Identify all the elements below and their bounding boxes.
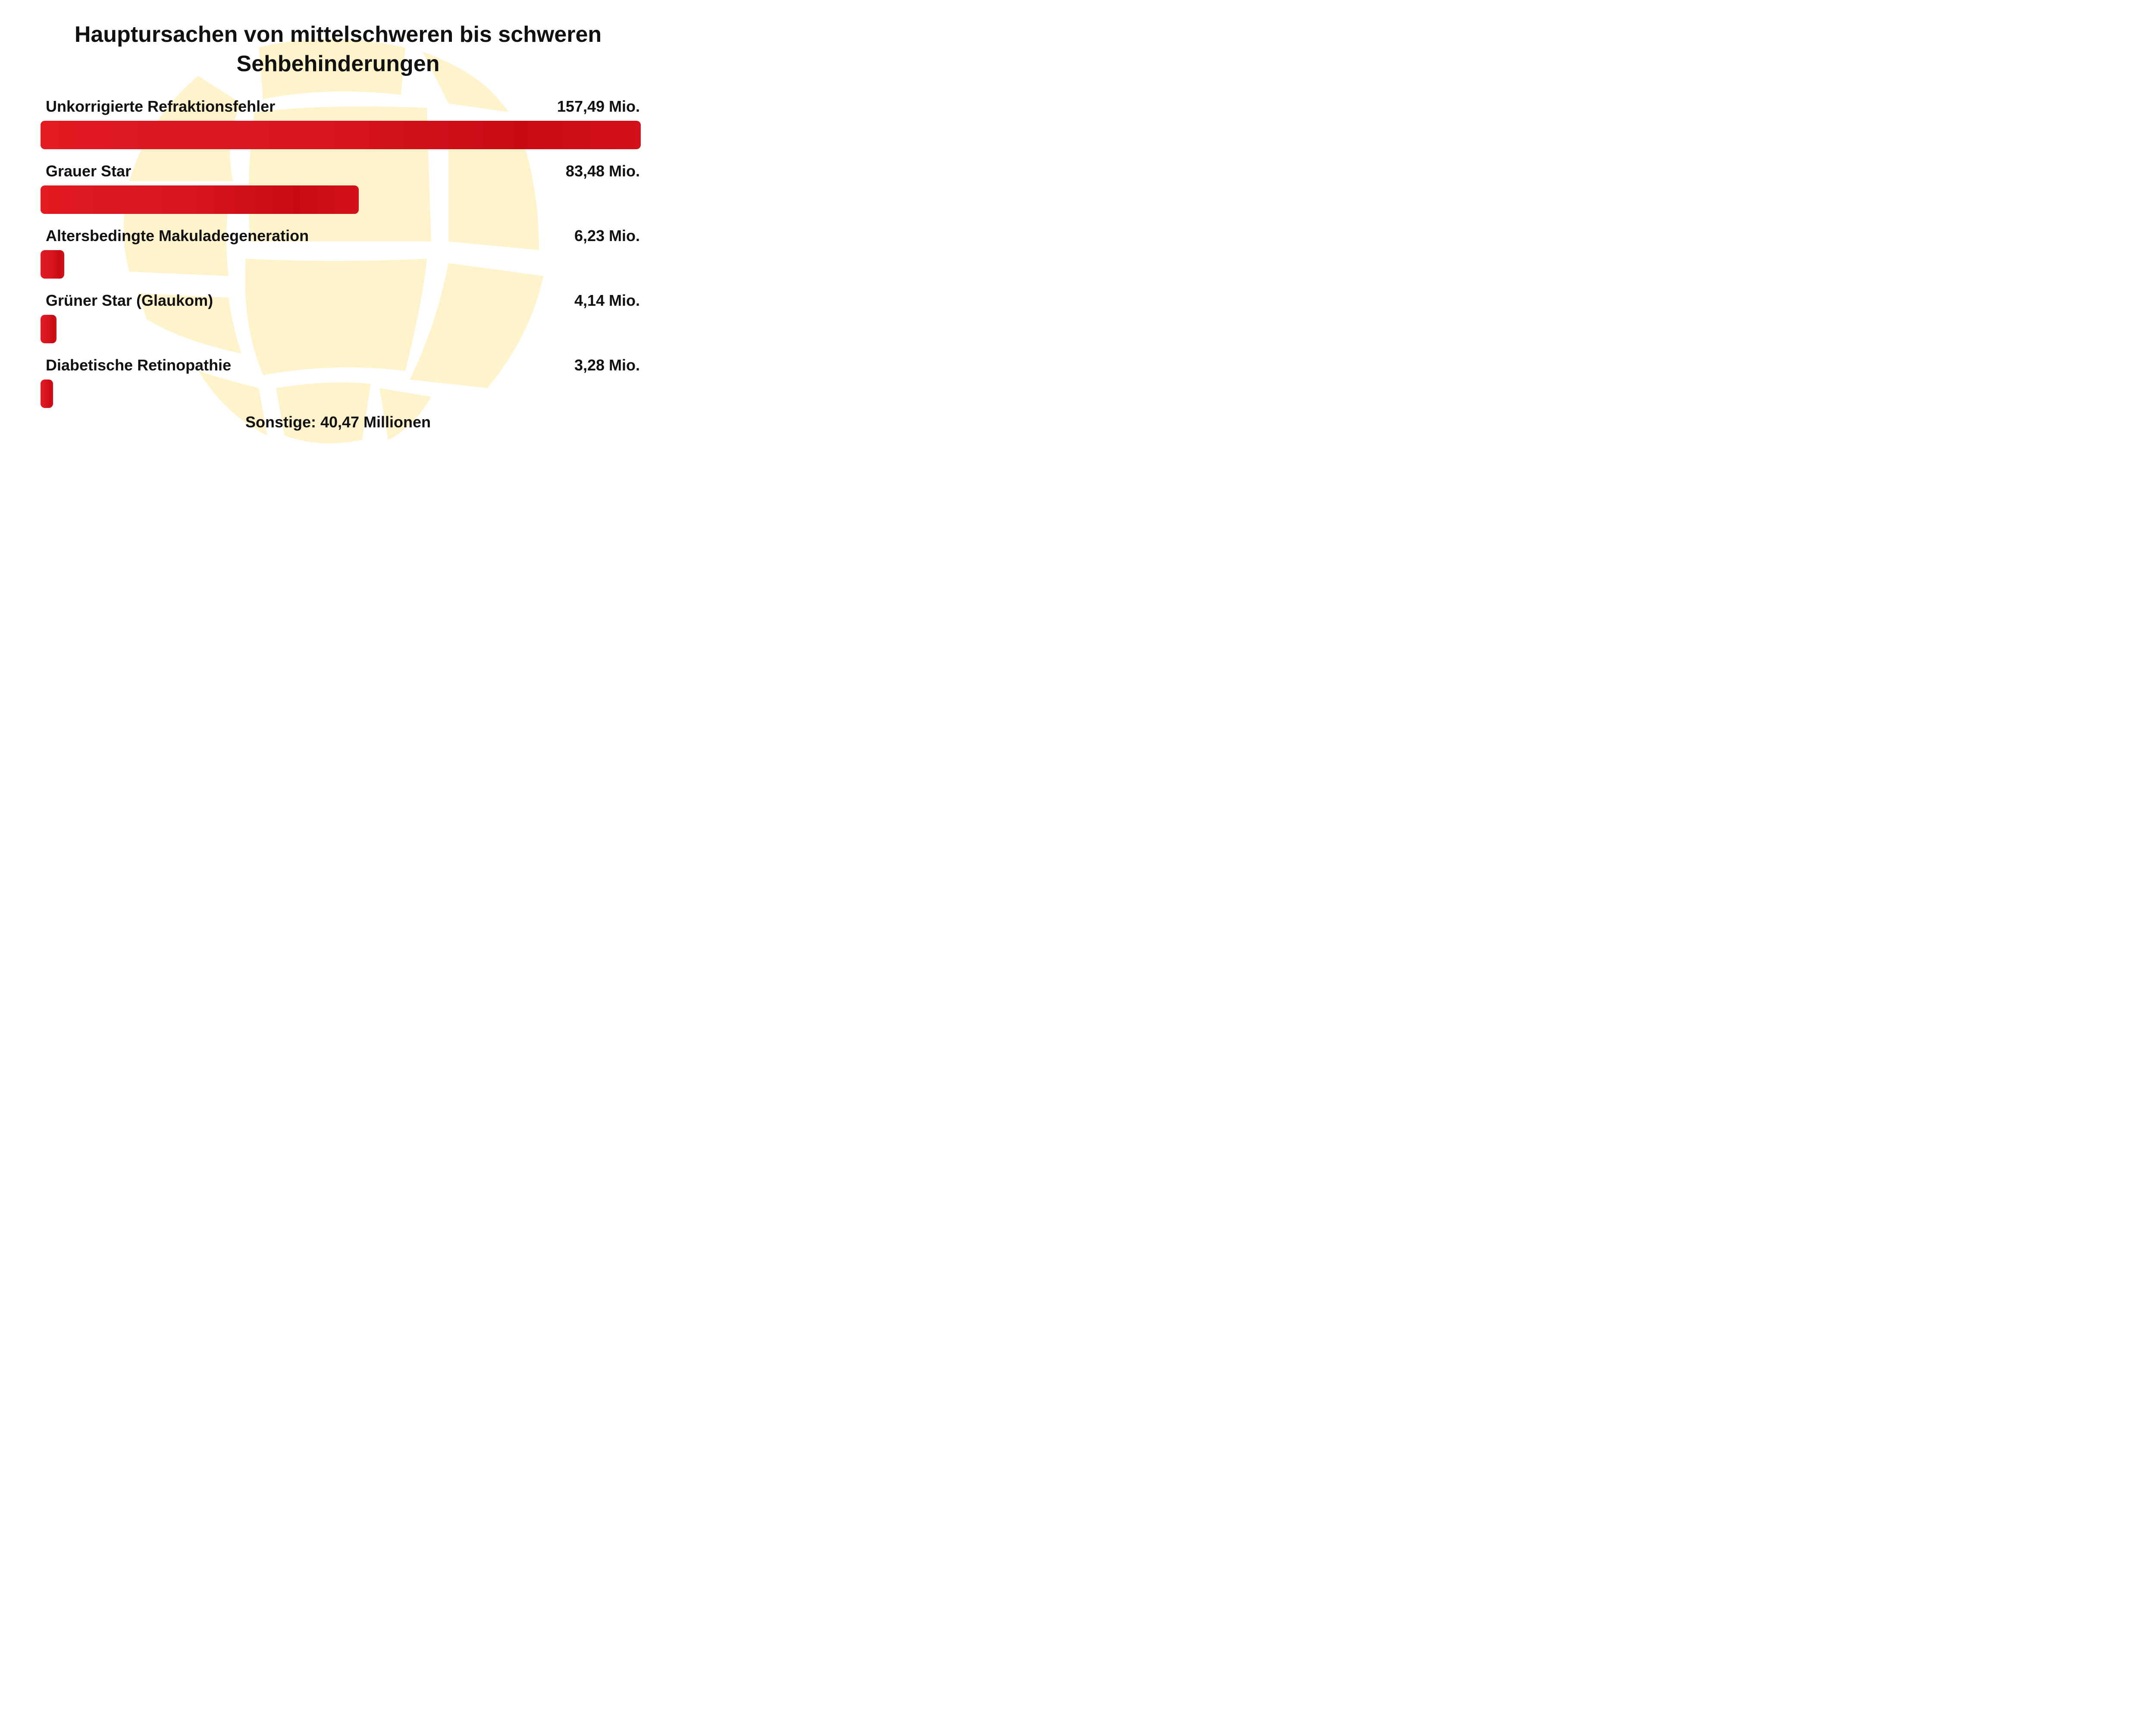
bar-row: Grüner Star (Glaukom) 4,14 Mio. <box>41 291 641 347</box>
bar <box>41 121 641 149</box>
bar-row: Grauer Star 83,48 Mio. <box>41 161 641 217</box>
category-label: Altersbedingte Makuladegeneration <box>46 227 309 245</box>
bar <box>41 250 65 279</box>
category-label: Diabetische Retinopathie <box>46 356 232 374</box>
chart-title: Hauptursachen von mittelschweren bis sch… <box>74 22 602 76</box>
value-label: 6,23 Mio. <box>574 227 640 245</box>
bar-row: Unkorrigierte Refraktionsfehler 157,49 Mi… <box>41 97 641 153</box>
chart: Hauptursachen von mittelschweren bis sch… <box>0 0 676 451</box>
value-label: 83,48 Mio. <box>565 162 640 180</box>
bar <box>41 315 56 343</box>
footer-note: Sonstige: 40,47 Millionen <box>245 413 431 431</box>
bar <box>41 185 359 214</box>
bar-row: Diabetische Retinopathie 3,28 Mio. <box>41 355 641 411</box>
bar-row: Altersbedingte Makuladegeneration 6,23 Mi… <box>41 226 641 282</box>
bar <box>41 380 53 408</box>
value-label: 3,28 Mio. <box>574 356 640 374</box>
value-label: 157,49 Mio. <box>557 97 640 115</box>
category-label: Grüner Star (Glaukom) <box>46 292 213 309</box>
category-label: Unkorrigierte Refraktionsfehler <box>46 97 276 115</box>
category-label: Grauer Star <box>46 162 132 180</box>
value-label: 4,14 Mio. <box>574 292 640 309</box>
